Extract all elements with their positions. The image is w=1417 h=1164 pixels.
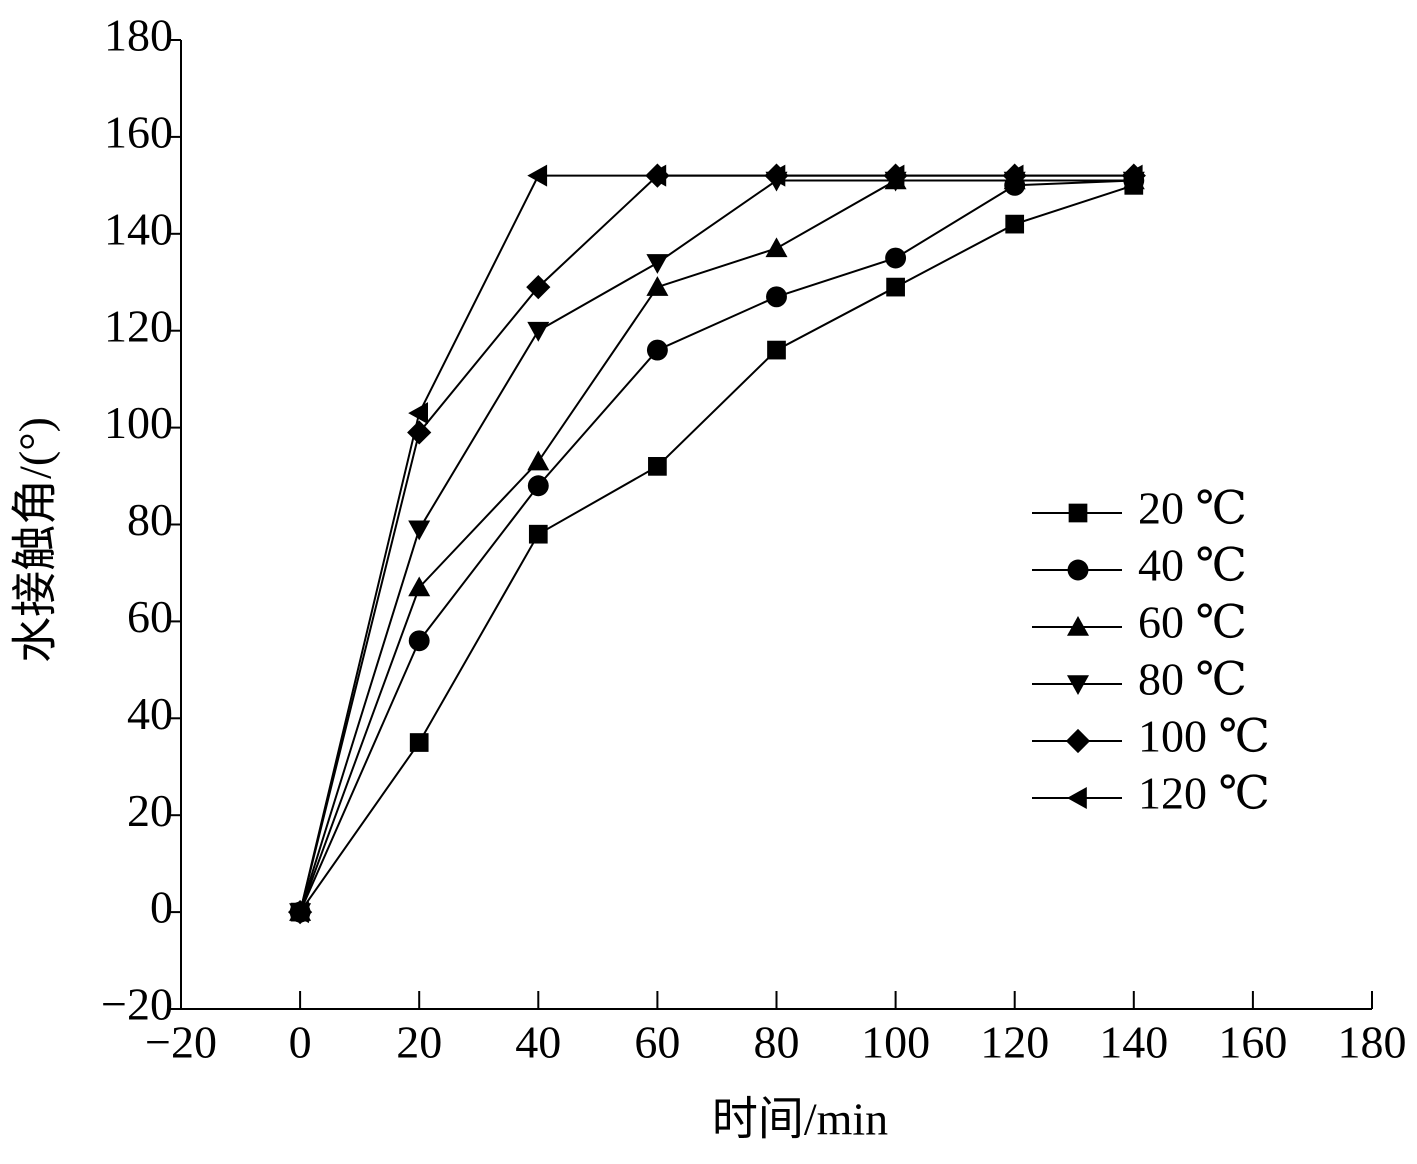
data-point <box>885 247 907 269</box>
x-tick-label: 120 <box>980 1017 1049 1068</box>
x-tick-label: 160 <box>1218 1017 1287 1068</box>
series-line <box>299 174 1134 913</box>
data-point <box>289 901 309 924</box>
y-tick-label: 160 <box>104 106 173 157</box>
legend-marker <box>1065 728 1091 754</box>
data-point <box>1005 214 1025 234</box>
data-point <box>526 274 551 300</box>
y-tick-label: 100 <box>104 397 173 448</box>
data-point <box>765 237 788 258</box>
data-point <box>408 402 428 425</box>
data-point <box>886 277 905 297</box>
data-point <box>646 164 667 187</box>
data-point <box>646 339 668 361</box>
data-point <box>527 475 549 497</box>
data-point <box>767 340 786 360</box>
legend-label: 120 ℃ <box>1138 768 1270 819</box>
series-line <box>299 179 1134 913</box>
data-point <box>1122 164 1143 187</box>
y-tick-label: 120 <box>104 300 173 351</box>
data-point <box>408 630 430 652</box>
y-tick-label: 80 <box>127 494 173 545</box>
x-tick-label: 100 <box>861 1017 930 1068</box>
y-tick-label: 0 <box>150 882 173 933</box>
y-tick-label: 140 <box>104 203 173 254</box>
y-axis-label: 水接触角/(°) <box>10 417 61 663</box>
y-tick-label: 40 <box>127 688 173 739</box>
y-tick-label: 20 <box>127 785 173 836</box>
legend-marker <box>1067 616 1089 636</box>
legend-label: 100 ℃ <box>1138 711 1270 762</box>
data-point <box>1003 164 1024 187</box>
data-point <box>527 321 550 342</box>
legend-label: 60 ℃ <box>1138 597 1247 648</box>
data-point <box>408 576 431 597</box>
data-point <box>765 164 786 187</box>
legend-marker <box>1067 559 1089 581</box>
x-tick-label: −20 <box>145 1017 217 1068</box>
data-point <box>646 254 669 274</box>
legend-label: 40 ℃ <box>1138 540 1247 591</box>
x-axis-label: 时间/min <box>712 1094 888 1145</box>
x-tick-label: 180 <box>1338 1017 1407 1068</box>
series-line <box>299 184 1135 913</box>
data-point <box>527 164 548 187</box>
data-point <box>766 286 787 308</box>
data-point <box>408 520 431 541</box>
data-point <box>527 450 550 471</box>
legend-marker <box>1068 503 1088 523</box>
legend-marker <box>1067 675 1089 695</box>
series-line <box>299 179 1134 913</box>
legend-label: 20 ℃ <box>1138 483 1247 534</box>
legend-label: 80 ℃ <box>1138 654 1247 705</box>
x-tick-label: 60 <box>634 1017 680 1068</box>
data-point <box>407 420 432 445</box>
x-tick-label: 20 <box>396 1017 442 1068</box>
y-tick-label: 180 <box>104 10 173 61</box>
data-point <box>528 524 548 544</box>
series-line <box>299 174 1134 913</box>
y-tick-label: 60 <box>127 591 173 642</box>
x-tick-label: 80 <box>754 1017 800 1068</box>
x-tick-label: 40 <box>515 1017 561 1068</box>
y-tick-label: −20 <box>101 979 173 1030</box>
data-point <box>646 276 669 296</box>
data-point <box>884 164 905 187</box>
series-line <box>299 179 1134 913</box>
legend-marker <box>1067 787 1087 809</box>
x-tick-label: 0 <box>289 1017 312 1068</box>
x-tick-label: 140 <box>1099 1017 1168 1068</box>
data-point <box>409 733 429 752</box>
data-point <box>648 457 667 476</box>
